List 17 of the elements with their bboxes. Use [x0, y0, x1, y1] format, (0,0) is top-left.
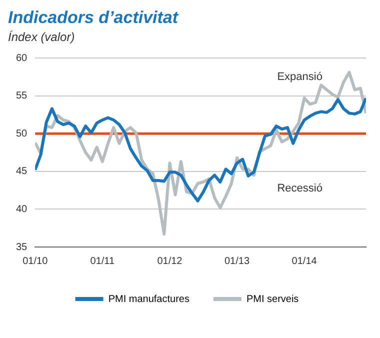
legend-label: PMI serveis	[246, 294, 299, 305]
y-tick-label: 40	[16, 204, 28, 215]
y-tick-label: 55	[16, 90, 28, 102]
annotation: Recessió	[277, 182, 322, 194]
y-tick-label: 45	[16, 166, 28, 178]
x-tick-label: 01/11	[90, 256, 115, 267]
annotation: Expansió	[277, 70, 322, 83]
y-axis-title: Índex (valor)	[8, 30, 76, 44]
x-tick-label: 01/13	[224, 256, 250, 267]
x-tick-label: 01/12	[157, 256, 183, 267]
x-tick-label: 01/14	[292, 256, 318, 267]
legend-label: PMI manufactures	[108, 294, 190, 305]
y-tick-label: 50	[16, 128, 28, 140]
x-tick-label: 01/10	[22, 256, 48, 267]
y-tick-label: 35	[16, 242, 28, 253]
y-tick-label: 60	[16, 52, 28, 64]
chart-title: Indicadors d’activitat	[8, 8, 180, 28]
